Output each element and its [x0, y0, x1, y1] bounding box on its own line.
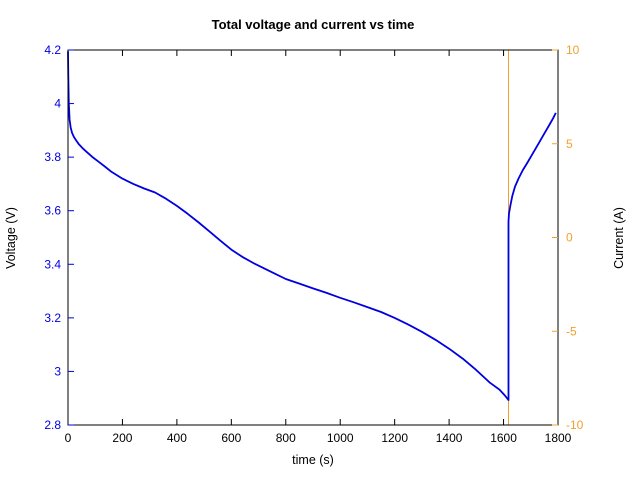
- x-tick-label: 1200: [381, 431, 408, 445]
- y-left-tick-label: 4.2: [44, 43, 61, 57]
- y-left-tick-label: 4: [54, 97, 61, 111]
- x-axis-label: time (s): [292, 453, 334, 467]
- y-left-tick-label: 3.6: [44, 204, 61, 218]
- y-left-tick-label: 3.8: [44, 150, 61, 164]
- chart-title: Total voltage and current vs time: [212, 17, 415, 32]
- y-right-tick-label: -5: [566, 324, 577, 338]
- y-right-tick-label: -10: [566, 418, 584, 432]
- voltage-line: [67, 51, 557, 402]
- y-right-tick-label: 0: [566, 231, 573, 245]
- x-tick-label: 1800: [545, 431, 572, 445]
- y-left-tick-label: 3.4: [44, 257, 61, 271]
- x-tick-label: 0: [65, 431, 72, 445]
- x-tick-label: 200: [112, 431, 132, 445]
- y-left-tick-label: 2.8: [44, 418, 61, 432]
- y-left-tick-label: 3.2: [44, 311, 61, 325]
- y-left-axis-label: Voltage (V): [4, 207, 18, 269]
- y-right-tick-label: 5: [566, 137, 573, 151]
- x-tick-label: 400: [167, 431, 187, 445]
- series-layer: [67, 49, 558, 426]
- x-tick-label: 1000: [327, 431, 354, 445]
- current-line: [68, 49, 558, 426]
- x-tick-label: 1600: [490, 431, 517, 445]
- y-left-tick-label: 3: [54, 364, 61, 378]
- x-tick-label: 800: [276, 431, 296, 445]
- y-right-tick-label: 10: [566, 43, 580, 57]
- x-tick-label: 1400: [436, 431, 463, 445]
- y-right-axis-label: Current (A): [612, 207, 626, 269]
- plot-border: [67, 49, 559, 426]
- x-tick-label: 600: [221, 431, 241, 445]
- axes-layer: 0 200 400 600 800 1000 1200 1400 1600 1800 2.8 3 3.2…: [44, 43, 583, 445]
